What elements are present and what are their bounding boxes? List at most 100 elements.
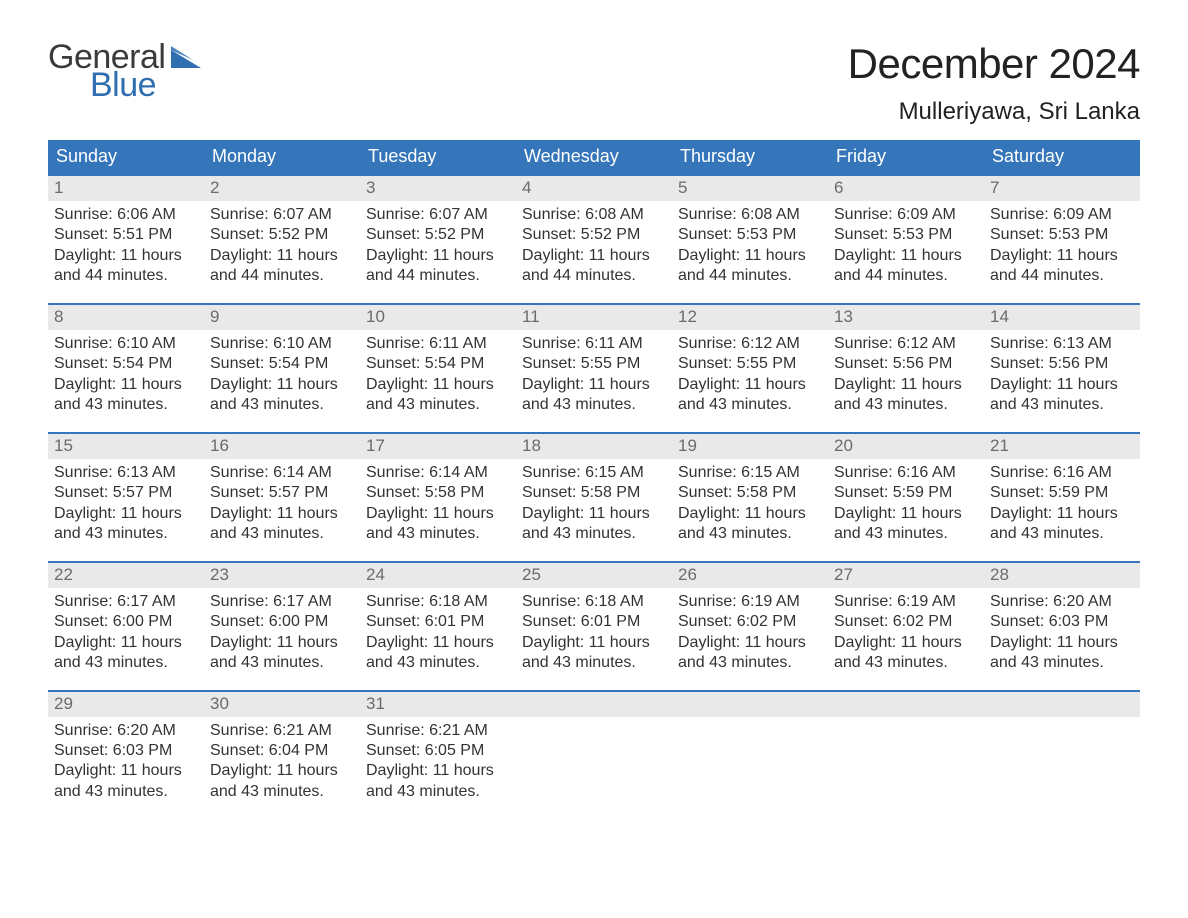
daylight-line: Daylight: 11 hours and 43 minutes. — [366, 761, 510, 802]
day-number: 16 — [204, 434, 360, 459]
day-cell: 3Sunrise: 6:07 AMSunset: 5:52 PMDaylight… — [360, 176, 516, 303]
sunset-line: Sunset: 6:03 PM — [54, 741, 198, 761]
day-cell: 9Sunrise: 6:10 AMSunset: 5:54 PMDaylight… — [204, 305, 360, 432]
location-label: Mulleriyawa, Sri Lanka — [848, 98, 1140, 126]
day-cell: 28Sunrise: 6:20 AMSunset: 6:03 PMDayligh… — [984, 563, 1140, 690]
day-body: Sunrise: 6:14 AMSunset: 5:57 PMDaylight:… — [204, 459, 360, 545]
sunrise-line: Sunrise: 6:15 AM — [522, 463, 666, 483]
sunset-line: Sunset: 5:52 PM — [366, 225, 510, 245]
day-body — [672, 717, 828, 721]
sunrise-line: Sunrise: 6:17 AM — [210, 592, 354, 612]
sunset-line: Sunset: 5:52 PM — [210, 225, 354, 245]
day-number: 11 — [516, 305, 672, 330]
sunset-line: Sunset: 6:02 PM — [834, 612, 978, 632]
day-body: Sunrise: 6:15 AMSunset: 5:58 PMDaylight:… — [516, 459, 672, 545]
day-cell: 18Sunrise: 6:15 AMSunset: 5:58 PMDayligh… — [516, 434, 672, 561]
day-body: Sunrise: 6:12 AMSunset: 5:56 PMDaylight:… — [828, 330, 984, 416]
day-body: Sunrise: 6:15 AMSunset: 5:58 PMDaylight:… — [672, 459, 828, 545]
daylight-line: Daylight: 11 hours and 43 minutes. — [990, 633, 1134, 674]
week-row: 29Sunrise: 6:20 AMSunset: 6:03 PMDayligh… — [48, 690, 1140, 819]
day-body: Sunrise: 6:13 AMSunset: 5:57 PMDaylight:… — [48, 459, 204, 545]
day-number: 12 — [672, 305, 828, 330]
day-cell: 16Sunrise: 6:14 AMSunset: 5:57 PMDayligh… — [204, 434, 360, 561]
calendar: SundayMondayTuesdayWednesdayThursdayFrid… — [48, 140, 1140, 818]
sunrise-line: Sunrise: 6:07 AM — [366, 205, 510, 225]
weekday-saturday: Saturday — [984, 140, 1140, 174]
day-cell: 14Sunrise: 6:13 AMSunset: 5:56 PMDayligh… — [984, 305, 1140, 432]
sunrise-line: Sunrise: 6:19 AM — [834, 592, 978, 612]
daylight-line: Daylight: 11 hours and 43 minutes. — [522, 375, 666, 416]
sunrise-line: Sunrise: 6:08 AM — [522, 205, 666, 225]
sunrise-line: Sunrise: 6:19 AM — [678, 592, 822, 612]
daylight-line: Daylight: 11 hours and 43 minutes. — [678, 375, 822, 416]
day-body: Sunrise: 6:19 AMSunset: 6:02 PMDaylight:… — [828, 588, 984, 674]
daylight-line: Daylight: 11 hours and 43 minutes. — [54, 761, 198, 802]
sunset-line: Sunset: 5:58 PM — [366, 483, 510, 503]
sunset-line: Sunset: 5:58 PM — [678, 483, 822, 503]
day-body: Sunrise: 6:17 AMSunset: 6:00 PMDaylight:… — [48, 588, 204, 674]
daylight-line: Daylight: 11 hours and 43 minutes. — [210, 761, 354, 802]
calendar-weeks: 1Sunrise: 6:06 AMSunset: 5:51 PMDaylight… — [48, 174, 1140, 818]
day-cell: 23 Sunrise: 6:17 AMSunset: 6:00 PMDayligh… — [204, 563, 360, 690]
day-number — [516, 692, 672, 717]
daylight-line: Daylight: 11 hours and 43 minutes. — [210, 375, 354, 416]
day-body: Sunrise: 6:07 AMSunset: 5:52 PMDaylight:… — [360, 201, 516, 287]
sunrise-line: Sunrise: 6:16 AM — [834, 463, 978, 483]
day-number: 24 — [360, 563, 516, 588]
title-block: December 2024 Mulleriyawa, Sri Lanka — [848, 40, 1140, 126]
day-number: 5 — [672, 176, 828, 201]
day-cell: 10Sunrise: 6:11 AMSunset: 5:54 PMDayligh… — [360, 305, 516, 432]
daylight-line: Daylight: 11 hours and 44 minutes. — [834, 246, 978, 287]
day-cell: 24Sunrise: 6:18 AMSunset: 6:01 PMDayligh… — [360, 563, 516, 690]
day-cell: 27Sunrise: 6:19 AMSunset: 6:02 PMDayligh… — [828, 563, 984, 690]
day-number: 13 — [828, 305, 984, 330]
daylight-line: Daylight: 11 hours and 43 minutes. — [834, 375, 978, 416]
day-body: Sunrise: 6:16 AMSunset: 5:59 PMDaylight:… — [828, 459, 984, 545]
daylight-line: Daylight: 11 hours and 43 minutes. — [834, 633, 978, 674]
daylight-line: Daylight: 11 hours and 43 minutes. — [366, 633, 510, 674]
day-number: 30 — [204, 692, 360, 717]
daylight-line: Daylight: 11 hours and 43 minutes. — [54, 504, 198, 545]
daylight-line: Daylight: 11 hours and 43 minutes. — [54, 375, 198, 416]
sunset-line: Sunset: 5:57 PM — [210, 483, 354, 503]
day-number — [984, 692, 1140, 717]
day-number: 22 — [48, 563, 204, 588]
day-cell: 8Sunrise: 6:10 AMSunset: 5:54 PMDaylight… — [48, 305, 204, 432]
daylight-line: Daylight: 11 hours and 44 minutes. — [54, 246, 198, 287]
day-number — [828, 692, 984, 717]
day-cell: 31Sunrise: 6:21 AMSunset: 6:05 PMDayligh… — [360, 692, 516, 819]
day-cell: 26Sunrise: 6:19 AMSunset: 6:02 PMDayligh… — [672, 563, 828, 690]
day-cell: 29Sunrise: 6:20 AMSunset: 6:03 PMDayligh… — [48, 692, 204, 819]
day-number: 23 — [204, 563, 360, 588]
day-body: Sunrise: 6:09 AMSunset: 5:53 PMDaylight:… — [828, 201, 984, 287]
sunset-line: Sunset: 5:55 PM — [678, 354, 822, 374]
sunrise-line: Sunrise: 6:11 AM — [366, 334, 510, 354]
sunrise-line: Sunrise: 6:09 AM — [990, 205, 1134, 225]
sunset-line: Sunset: 5:51 PM — [54, 225, 198, 245]
sunrise-line: Sunrise: 6:14 AM — [366, 463, 510, 483]
day-body: Sunrise: 6:06 AMSunset: 5:51 PMDaylight:… — [48, 201, 204, 287]
daylight-line: Daylight: 11 hours and 44 minutes. — [990, 246, 1134, 287]
daylight-line: Daylight: 11 hours and 43 minutes. — [366, 375, 510, 416]
sunset-line: Sunset: 6:05 PM — [366, 741, 510, 761]
sunrise-line: Sunrise: 6:13 AM — [54, 463, 198, 483]
weekday-sunday: Sunday — [48, 140, 204, 174]
sunset-line: Sunset: 5:53 PM — [678, 225, 822, 245]
daylight-line: Daylight: 11 hours and 43 minutes. — [678, 633, 822, 674]
daylight-line: Daylight: 11 hours and 43 minutes. — [210, 633, 354, 674]
day-cell: 4Sunrise: 6:08 AMSunset: 5:52 PMDaylight… — [516, 176, 672, 303]
day-body: Sunrise: 6:20 AMSunset: 6:03 PMDaylight:… — [48, 717, 204, 803]
day-cell: 30Sunrise: 6:21 AMSunset: 6:04 PMDayligh… — [204, 692, 360, 819]
day-body: Sunrise: 6:18 AMSunset: 6:01 PMDaylight:… — [360, 588, 516, 674]
sunset-line: Sunset: 6:01 PM — [366, 612, 510, 632]
daylight-line: Daylight: 11 hours and 43 minutes. — [834, 504, 978, 545]
brand-logo: General Blue — [48, 40, 201, 102]
day-number: 28 — [984, 563, 1140, 588]
day-number: 15 — [48, 434, 204, 459]
day-body: Sunrise: 6:16 AMSunset: 5:59 PMDaylight:… — [984, 459, 1140, 545]
daylight-line: Daylight: 11 hours and 44 minutes. — [210, 246, 354, 287]
day-number: 8 — [48, 305, 204, 330]
week-row: 1Sunrise: 6:06 AMSunset: 5:51 PMDaylight… — [48, 174, 1140, 303]
sunset-line: Sunset: 6:00 PM — [210, 612, 354, 632]
day-body: Sunrise: 6:20 AMSunset: 6:03 PMDaylight:… — [984, 588, 1140, 674]
